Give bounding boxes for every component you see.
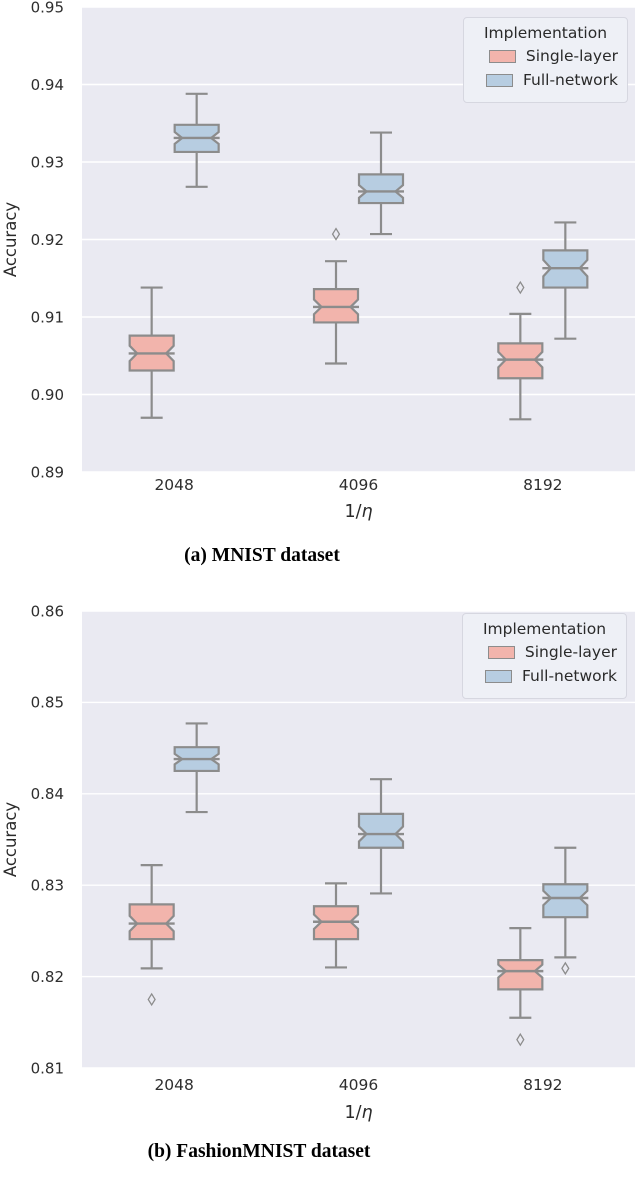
y-tick-label: 0.85	[31, 694, 64, 712]
x-axis-label: 1/η	[344, 502, 372, 522]
figure-caption-b: (b) FashionMNIST dataset	[147, 1141, 371, 1162]
flier-single-layer-4096	[331, 227, 341, 241]
x-tick-label: 4096	[339, 1076, 378, 1094]
y-tick-label: 0.95	[31, 0, 64, 16]
flier-single-layer-8192	[516, 280, 525, 295]
figure-caption-a: (a) MNIST dataset	[184, 545, 340, 566]
legend-title: Implementation	[482, 620, 607, 638]
flier-single-layer-2048	[147, 992, 156, 1007]
flier-full-network-8192	[561, 961, 570, 976]
legend-label: Full-network	[522, 70, 618, 89]
legend-swatch	[484, 669, 512, 683]
legend-label: Single-layer	[525, 47, 618, 66]
legend-label: Full-network	[521, 666, 617, 685]
box-single-layer-8192	[497, 959, 544, 991]
y-tick-label: 0.93	[31, 153, 64, 171]
y-axis-label: Accuracy	[1, 802, 20, 878]
y-tick-label: 0.83	[31, 876, 64, 894]
box-single-layer-2048	[128, 903, 175, 941]
x-tick-label: 2048	[154, 476, 193, 494]
legend: Implementation Single-layer Full-network	[463, 17, 628, 103]
y-tick-label: 0.94	[31, 76, 64, 94]
legend: Implementation Single-layer Full-network	[462, 613, 627, 699]
flier-single-layer-8192	[516, 1032, 525, 1047]
chart-fashionmnist: 0.81 0.82 0.83 0.84 0.85 0.86 Accuracy 2048 4096…	[0, 590, 640, 1134]
x-tick-label: 2048	[154, 1076, 193, 1094]
y-tick-label: 0.89	[31, 463, 64, 481]
x-tick-label: 4096	[339, 476, 378, 494]
legend-label: Single-layer	[524, 643, 617, 662]
legend-entry-single-layer: Single-layer	[472, 643, 617, 662]
x-tick-label: 8192	[523, 1076, 562, 1094]
x-tick-label: 8192	[523, 476, 562, 494]
y-tick-label: 0.92	[31, 231, 64, 249]
legend-swatch	[488, 50, 516, 64]
y-tick-label: 0.81	[31, 1059, 64, 1077]
legend-swatch	[485, 73, 513, 87]
legend-title: Implementation	[483, 24, 608, 42]
box-full-network-4096	[357, 812, 405, 849]
y-tick-label: 0.90	[31, 386, 64, 404]
y-axis-label: Accuracy	[1, 202, 20, 278]
box-full-network-8192	[542, 883, 589, 919]
chart-fashionmnist-svg: 0.81 0.82 0.83 0.84 0.85 0.86 Accuracy 2048 4096…	[1, 602, 635, 1123]
chart-mnist: 0.89 0.90 0.91 0.92 0.93 0.94 0.95 Accuracy 2048…	[0, 0, 640, 544]
legend-entry-full-network: Full-network	[472, 667, 617, 686]
x-axis-label: 1/η	[344, 1103, 372, 1123]
y-tick-label: 0.86	[31, 602, 64, 620]
legend-entry-full-network: Full-network	[473, 71, 618, 90]
box-full-network-4096	[357, 173, 405, 205]
y-tick-label: 0.84	[31, 785, 64, 803]
legend-entry-single-layer: Single-layer	[473, 47, 618, 66]
y-tick-label: 0.82	[31, 968, 64, 986]
y-tick-label: 0.91	[31, 308, 64, 326]
legend-swatch	[487, 646, 515, 660]
